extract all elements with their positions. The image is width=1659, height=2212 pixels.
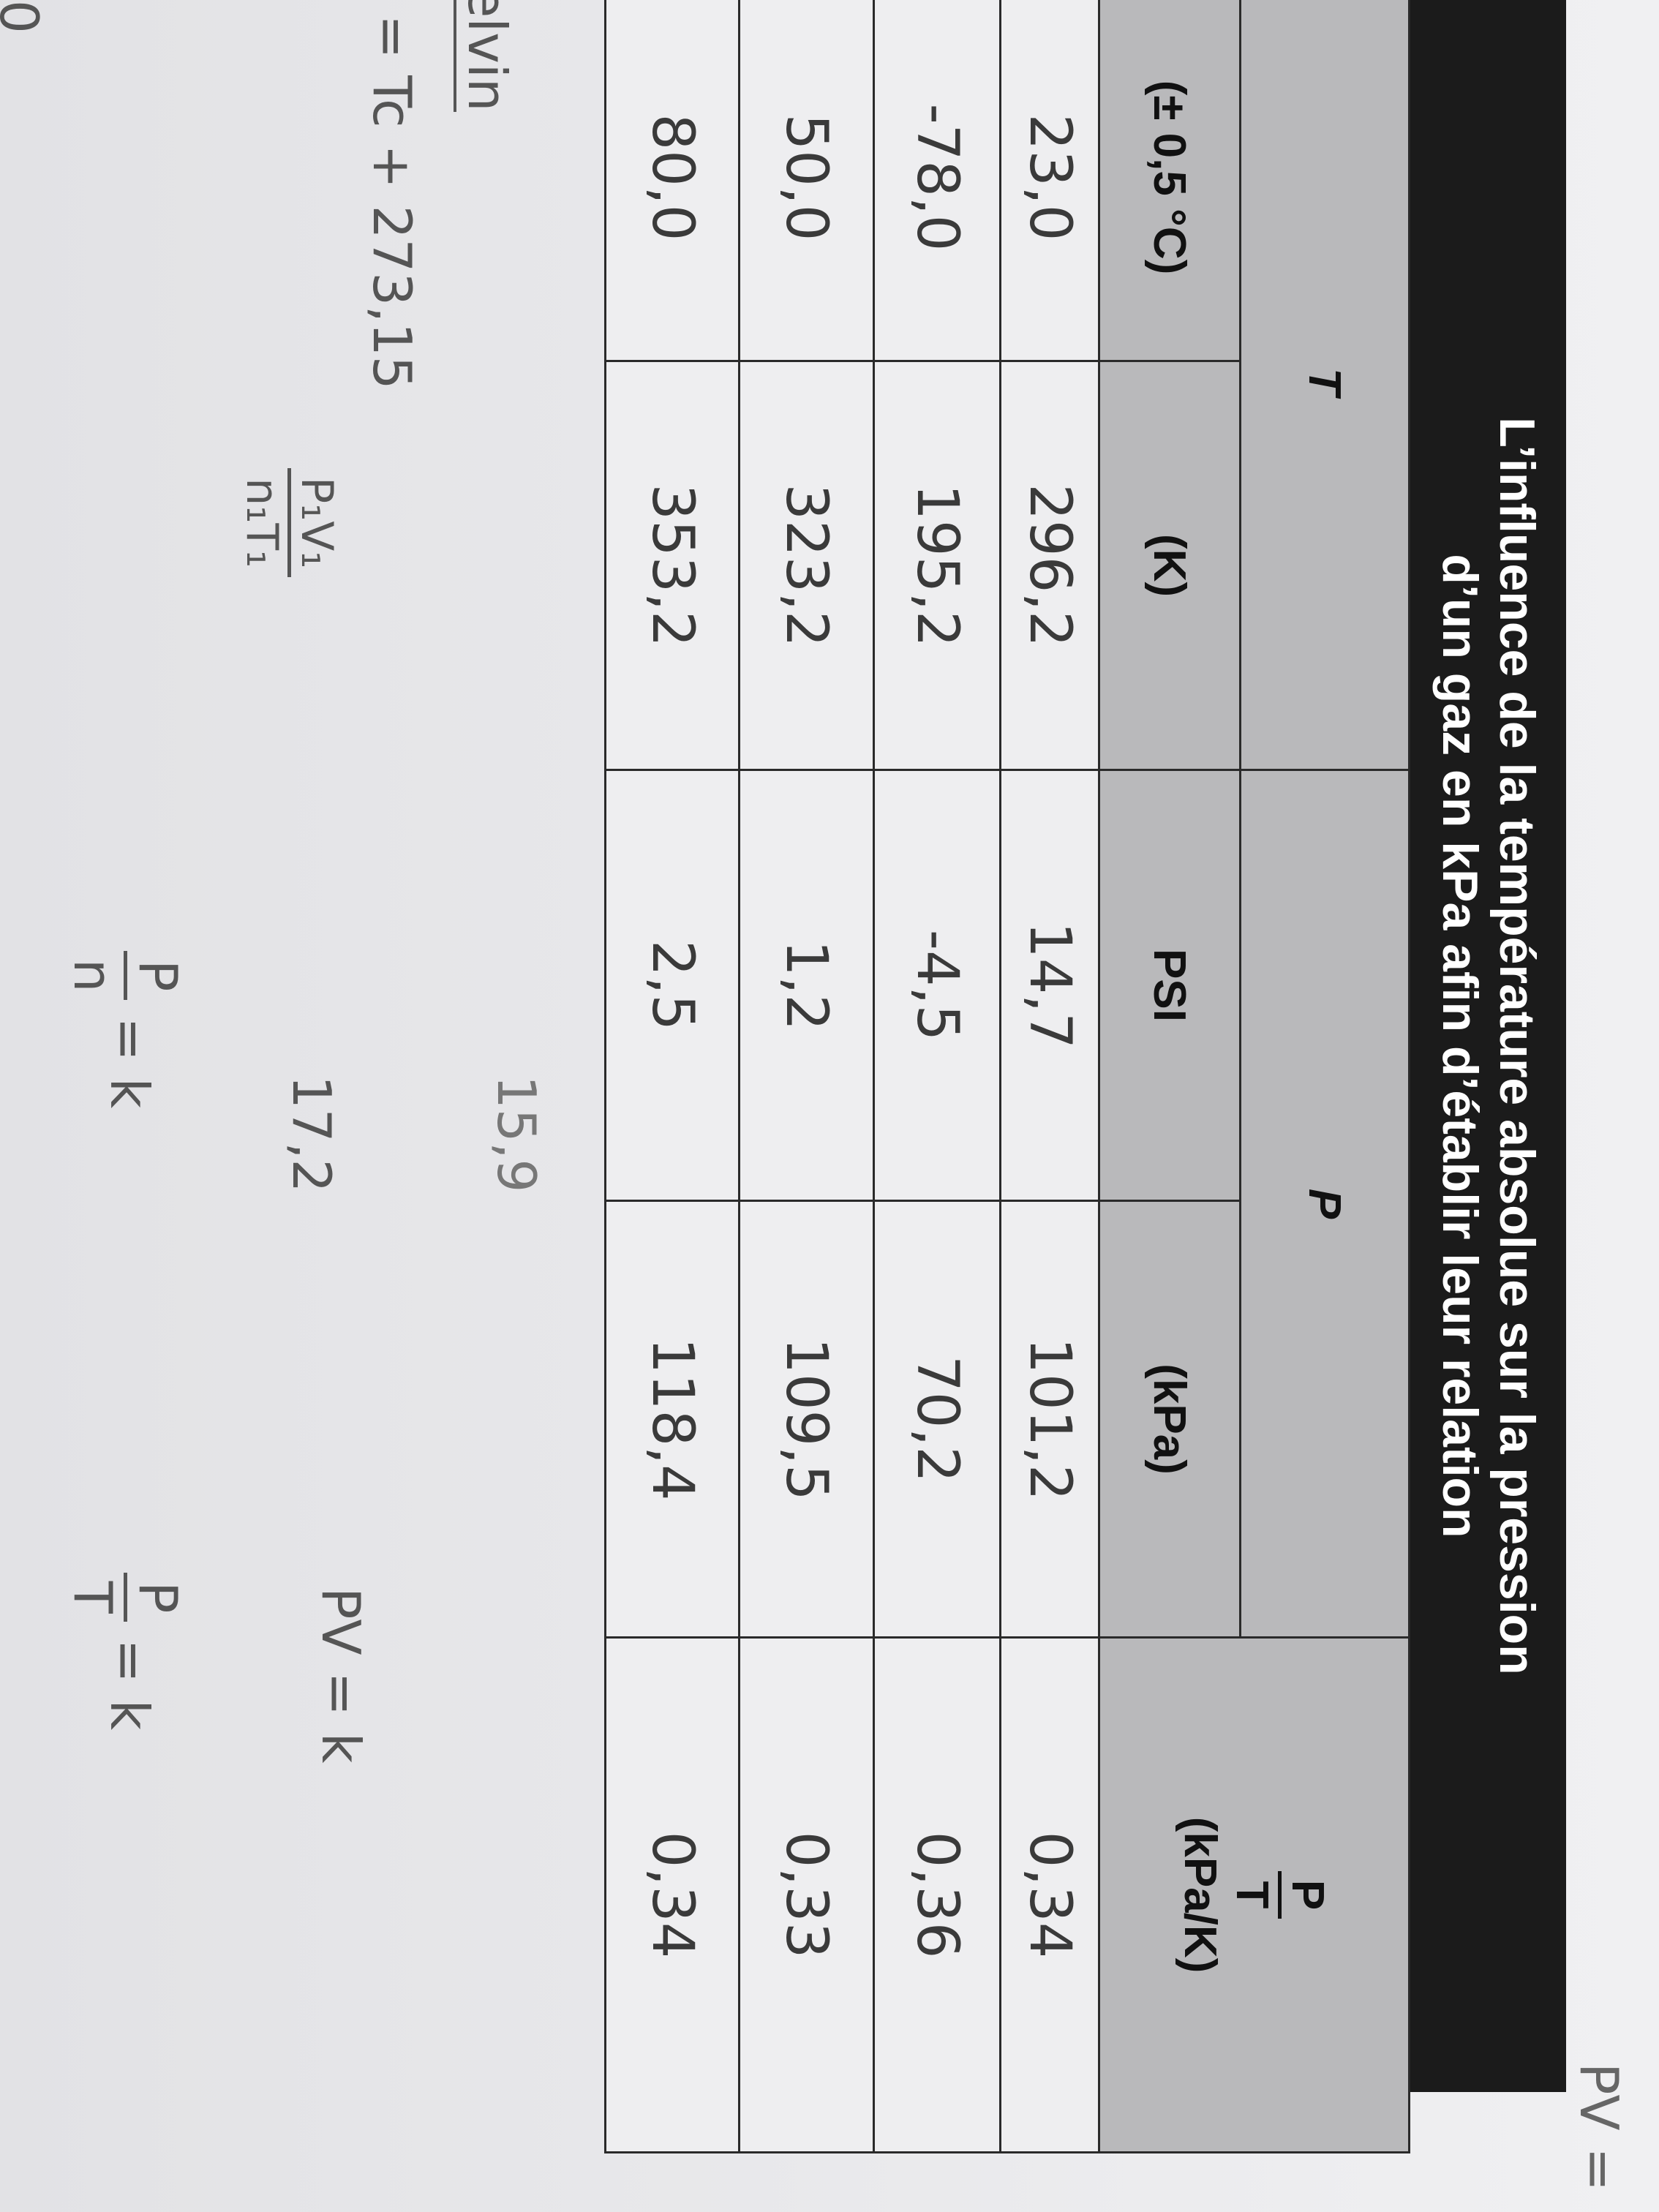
cell: 1,2 xyxy=(739,770,874,1201)
handwriting: PV = xyxy=(1568,2063,1630,2192)
sub-header: PSI xyxy=(1099,770,1241,1201)
cell: -78,0 xyxy=(873,0,1001,361)
table-row: 23,0 296,2 14,7 101,2 0,34 xyxy=(1000,0,1099,2153)
table-row: 80,0 353,2 2,5 118,4 0,34 xyxy=(605,0,740,2153)
cell: 50,0 xyxy=(739,0,874,361)
denominator: n xyxy=(62,958,124,993)
cell: 109,5 xyxy=(739,1200,874,1638)
title-band: L’influence de la température absolue su… xyxy=(1410,0,1566,2092)
sub-header: (± 0,5 °C) xyxy=(1099,0,1241,361)
handwriting: 15,9 xyxy=(486,1075,547,1193)
table-row: 50,0 323,2 1,2 109,5 0,33 xyxy=(739,0,874,2153)
handwriting: elvin xyxy=(454,0,518,112)
denominator: T xyxy=(1227,1881,1278,1909)
group-header: T xyxy=(1240,0,1410,770)
handwriting: P₁V₁ n₁T₁ xyxy=(236,468,342,578)
equation-rhs: = k xyxy=(98,1639,160,1731)
unit: (kPa/K) xyxy=(1175,1816,1226,1974)
cell: 101,2 xyxy=(1000,1200,1099,1638)
cell: 353,2 xyxy=(605,361,740,770)
cell: 70,2 xyxy=(873,1200,1001,1638)
handwriting: 17,2 xyxy=(281,1075,342,1193)
cell: 14,7 xyxy=(1000,770,1099,1201)
cell: 0,34 xyxy=(1000,1637,1099,2153)
cell: 323,2 xyxy=(739,361,874,770)
numerator: P xyxy=(1278,1870,1334,1919)
cell: 0,36 xyxy=(873,1637,1001,2153)
handwriting: 0 xyxy=(0,0,50,34)
cell: 80,0 xyxy=(605,0,740,361)
cell: 195,2 xyxy=(873,361,1001,770)
cell: 296,2 xyxy=(1000,361,1099,770)
handwriting: = Tc + 273,15 xyxy=(361,15,423,390)
cell: -4,5 xyxy=(873,770,1001,1201)
title-line: d’un gaz en kPa afin d’établir leur rela… xyxy=(1432,554,1488,1538)
group-header: P xyxy=(1240,770,1410,1638)
handwriting: PV = k xyxy=(310,1587,372,1764)
cell: 0,34 xyxy=(605,1637,740,2153)
table-row: -78,0 195,2 -4,5 70,2 0,36 xyxy=(873,0,1001,2153)
cell: 23,0 xyxy=(1000,0,1099,361)
cell: 118,4 xyxy=(605,1200,740,1638)
equation-rhs: = k xyxy=(98,1017,160,1109)
sub-header: (kPa) xyxy=(1099,1200,1241,1638)
numerator: P₁V₁ xyxy=(287,468,342,578)
title-line: L’influence de la température absolue su… xyxy=(1489,417,1545,1675)
cell: 2,5 xyxy=(605,770,740,1201)
cell: 0,33 xyxy=(739,1637,874,2153)
numerator: P xyxy=(124,1573,189,1622)
denominator: T xyxy=(62,1581,124,1614)
numerator: P xyxy=(124,951,189,1001)
denominator: n₁T₁ xyxy=(236,478,287,568)
sub-header: (K) xyxy=(1099,361,1241,770)
